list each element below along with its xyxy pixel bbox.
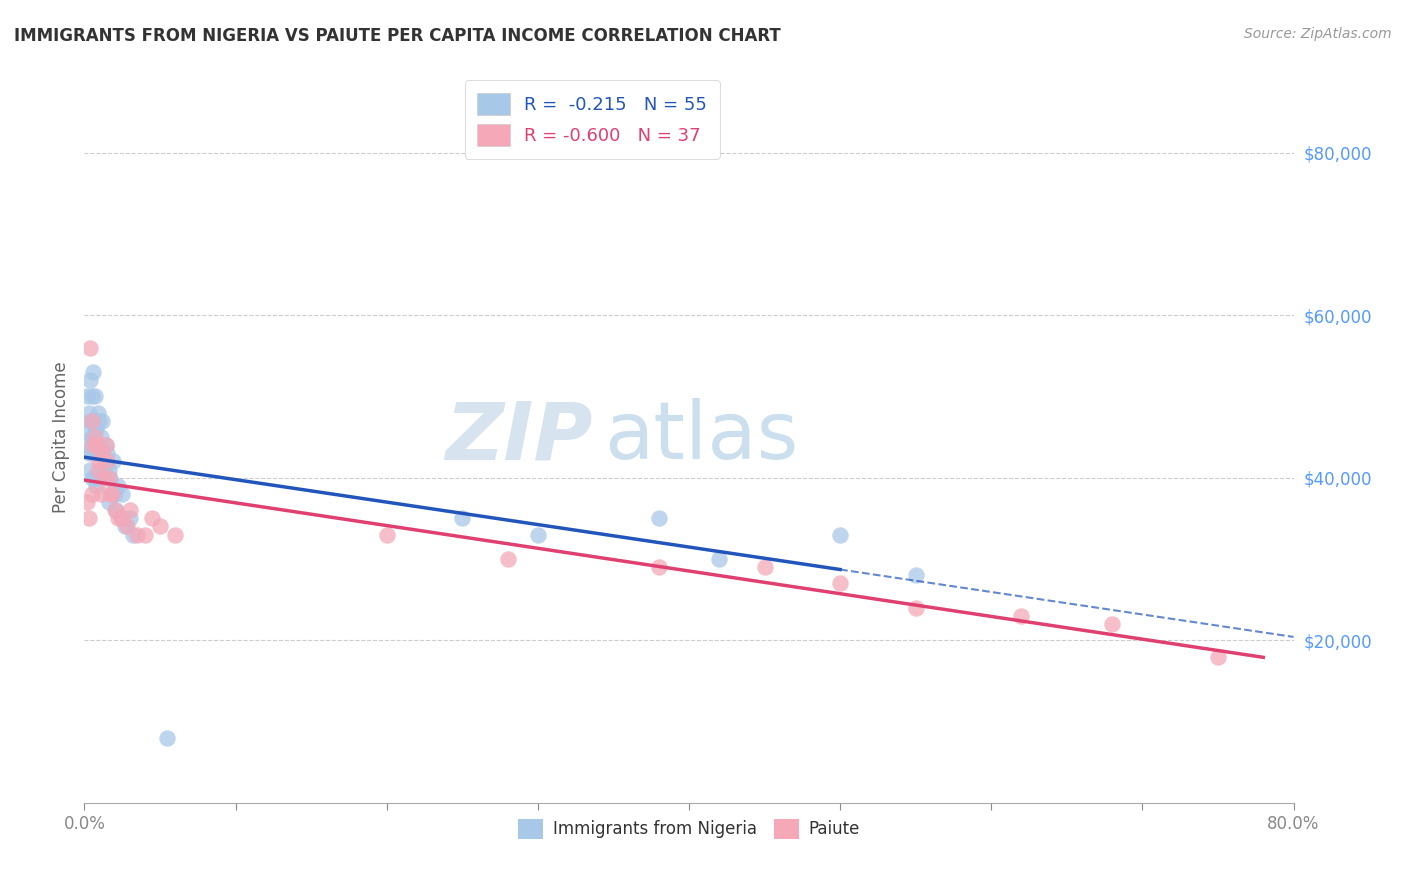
Point [98, 471, 121, 485]
Point [80, 414, 103, 428]
Point [87, 462, 110, 476]
Point [87, 446, 110, 460]
Point [97, 495, 120, 509]
Point [80, 471, 103, 485]
Point [76, 438, 98, 452]
Text: IMMIGRANTS FROM NIGERIA VS PAIUTE PER CAPITA INCOME CORRELATION CHART: IMMIGRANTS FROM NIGERIA VS PAIUTE PER CA… [14, 27, 780, 45]
Point [1011, 608, 1033, 623]
Point [76, 389, 98, 403]
Y-axis label: Per Capita Income: Per Capita Income [52, 361, 70, 513]
Point [141, 511, 163, 525]
Point [82, 430, 104, 444]
Point [90, 487, 112, 501]
Point [82, 446, 104, 460]
Legend: Immigrants from Nigeria, Paiute: Immigrants from Nigeria, Paiute [512, 812, 866, 846]
Point [76, 495, 98, 509]
Point [830, 576, 852, 591]
Point [904, 600, 927, 615]
Point [96, 471, 118, 485]
Point [75, 422, 97, 436]
Point [111, 511, 134, 525]
Point [754, 560, 776, 574]
Point [1206, 649, 1229, 664]
Point [111, 487, 134, 501]
Point [97, 471, 120, 485]
Point [115, 519, 138, 533]
Point [830, 527, 852, 541]
Point [134, 527, 156, 541]
Point [84, 471, 107, 485]
Point [89, 454, 111, 468]
Point [77, 511, 100, 525]
Point [91, 446, 114, 460]
Point [86, 446, 108, 460]
Point [89, 414, 111, 428]
Point [118, 511, 141, 525]
Point [114, 519, 136, 533]
Point [104, 487, 127, 501]
Point [100, 487, 122, 501]
Point [86, 438, 108, 452]
Point [84, 422, 107, 436]
Point [110, 511, 132, 525]
Point [98, 487, 121, 501]
Point [80, 438, 103, 452]
Point [79, 462, 101, 476]
Point [90, 430, 112, 444]
Point [94, 438, 117, 452]
Point [89, 438, 111, 452]
Point [90, 462, 112, 476]
Point [80, 389, 103, 403]
Point [91, 446, 114, 460]
Point [80, 487, 103, 501]
Point [79, 373, 101, 387]
Point [89, 471, 111, 485]
Point [648, 560, 671, 574]
Point [94, 438, 117, 452]
Point [82, 438, 104, 452]
Point [97, 462, 120, 476]
Point [80, 430, 103, 444]
Point [82, 414, 104, 428]
Point [101, 454, 124, 468]
Point [904, 568, 927, 582]
Point [1101, 617, 1123, 632]
Point [121, 527, 143, 541]
Point [86, 479, 108, 493]
Point [156, 731, 179, 745]
Point [87, 406, 110, 420]
Point [648, 511, 671, 525]
Point [96, 454, 118, 468]
Point [118, 503, 141, 517]
Text: ZIP: ZIP [444, 398, 592, 476]
Point [375, 527, 398, 541]
Text: Source: ZipAtlas.com: Source: ZipAtlas.com [1244, 27, 1392, 41]
Point [165, 527, 187, 541]
Point [527, 527, 550, 541]
Point [104, 503, 127, 517]
Point [451, 511, 474, 525]
Point [149, 519, 172, 533]
Point [105, 503, 128, 517]
Point [100, 487, 122, 501]
Point [496, 552, 519, 566]
Point [79, 341, 101, 355]
Point [77, 446, 100, 460]
Point [84, 389, 107, 403]
Text: atlas: atlas [605, 398, 799, 476]
Point [82, 365, 104, 379]
Point [86, 422, 108, 436]
Point [84, 430, 107, 444]
Point [107, 511, 129, 525]
Point [91, 414, 114, 428]
Point [96, 446, 118, 460]
Point [127, 527, 149, 541]
Point [79, 414, 101, 428]
Point [107, 479, 129, 493]
Point [77, 406, 100, 420]
Point [709, 552, 731, 566]
Point [93, 462, 115, 476]
Point [93, 471, 115, 485]
